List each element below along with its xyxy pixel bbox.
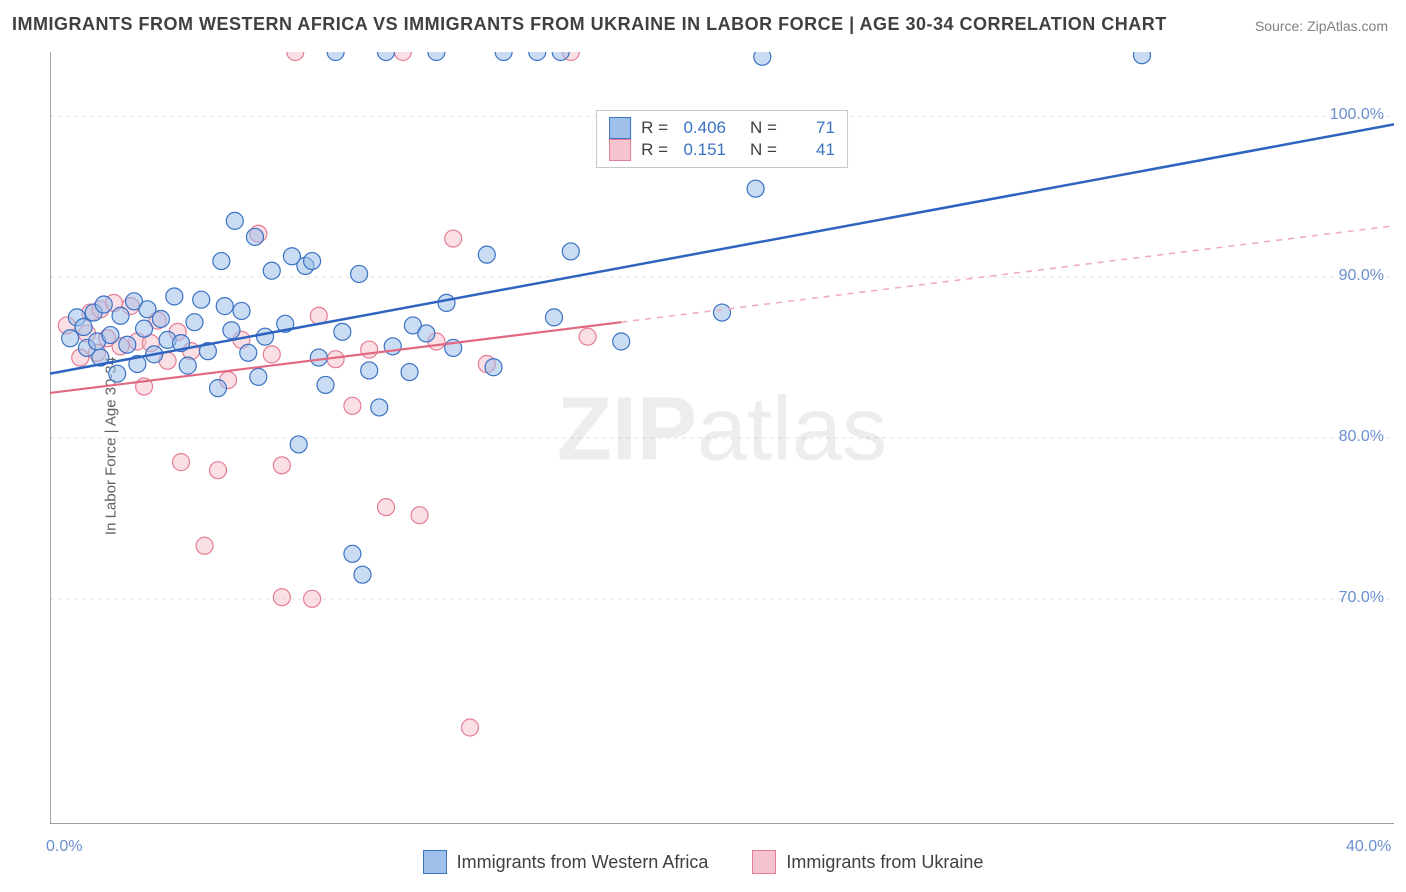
legend-n-value: 41 xyxy=(787,139,835,161)
legend-r-label: R = xyxy=(641,117,668,139)
y-tick-label: 90.0% xyxy=(1339,267,1384,285)
legend-swatch xyxy=(752,850,776,874)
legend-series: Immigrants from Western Africa Immigrant… xyxy=(0,850,1406,874)
legend-r-value: 0.151 xyxy=(678,139,726,161)
legend-n-label: N = xyxy=(750,117,777,139)
y-tick-label: 80.0% xyxy=(1339,428,1384,446)
legend-item: Immigrants from Ukraine xyxy=(752,850,983,874)
legend-swatch xyxy=(609,139,631,161)
legend-n-value: 71 xyxy=(787,117,835,139)
source-label: Source: xyxy=(1255,18,1307,34)
y-tick-label: 70.0% xyxy=(1339,589,1384,607)
legend-swatch xyxy=(609,117,631,139)
plot-area: ZIPatlas R = 0.406 N = 71 R = 0.151 N = … xyxy=(50,52,1394,824)
legend-stats-row: R = 0.151 N = 41 xyxy=(609,139,835,161)
legend-stats-row: R = 0.406 N = 71 xyxy=(609,117,835,139)
legend-r-value: 0.406 xyxy=(678,117,726,139)
y-tick-label: 100.0% xyxy=(1330,106,1384,124)
x-tick-label: 40.0% xyxy=(1346,838,1391,856)
legend-r-label: R = xyxy=(641,139,668,161)
legend-label: Immigrants from Western Africa xyxy=(457,852,709,873)
x-tick-label: 0.0% xyxy=(46,838,82,856)
chart-title: IMMIGRANTS FROM WESTERN AFRICA VS IMMIGR… xyxy=(12,14,1167,35)
legend-item: Immigrants from Western Africa xyxy=(423,850,709,874)
legend-n-label: N = xyxy=(750,139,777,161)
source-attribution: Source: ZipAtlas.com xyxy=(1255,18,1388,34)
legend-swatch xyxy=(423,850,447,874)
source-link[interactable]: ZipAtlas.com xyxy=(1307,18,1388,34)
legend-stats: R = 0.406 N = 71 R = 0.151 N = 41 xyxy=(596,110,848,168)
legend-label: Immigrants from Ukraine xyxy=(786,852,983,873)
